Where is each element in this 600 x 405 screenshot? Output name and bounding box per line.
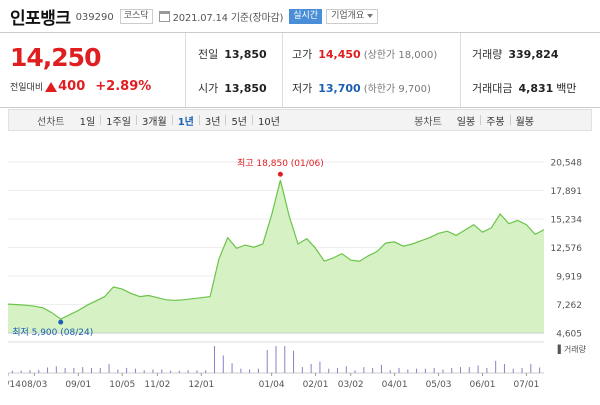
x-tick-label: 09/01 <box>65 380 91 390</box>
candle-chart-label: 봉차트 <box>414 116 442 128</box>
candle-weekly[interactable]: 주봉 <box>486 116 505 128</box>
stat-label: 전일 <box>198 48 219 61</box>
x-tick-label: 07/14 <box>8 380 21 390</box>
stat-unit: 백만 <box>556 82 577 95</box>
x-tick-label: 08/03 <box>21 380 47 390</box>
candle-group: 봉차트 일봉 주봉 월봉 <box>414 113 539 128</box>
company-info-dropdown[interactable]: 기업개요 <box>326 8 379 24</box>
stat-volume: 거래량 339,824 <box>472 46 558 62</box>
max-marker <box>277 171 283 177</box>
up-arrow-icon <box>45 81 58 92</box>
price-area <box>8 180 544 333</box>
stat-value: 13,850 <box>224 48 267 61</box>
realtime-button[interactable]: 실시간 <box>289 8 323 24</box>
x-tick-label: 01/04 <box>259 380 285 390</box>
stat-prev-close: 전일 13,850 <box>198 46 267 62</box>
divider <box>135 115 137 125</box>
divider <box>509 115 511 125</box>
calendar-icon <box>158 10 170 22</box>
stat-amount: 거래대금 4,831 백만 <box>472 80 577 96</box>
price-summary: 14,250 전일대비 400 +2.89% 전일 13,850 고가 14,4… <box>0 32 600 108</box>
current-price: 14,250 <box>10 43 101 72</box>
x-tick-label: 11/02 <box>144 380 170 390</box>
market-badge: 코스닥 <box>119 8 153 24</box>
stock-name: 인포뱅크 <box>10 8 71 29</box>
min-marker <box>58 319 64 325</box>
min-label: 최저 5,900 (08/24) <box>12 327 93 338</box>
price-chart[interactable]: 20,548 17,891 15,234 12,576 9,919 7,262 4,605 최… <box>0 148 592 401</box>
company-info-label: 기업개요 <box>331 10 365 21</box>
y-tick-label: 9,919 <box>556 273 582 283</box>
stat-label: 거래대금 <box>472 82 513 95</box>
price-change: 전일대비 400 +2.89% <box>10 79 151 94</box>
max-label: 최고 18,850 (01/06) <box>237 158 324 169</box>
chart-toolbar: 선차트 1일 1주일 3개월 1년 3년 5년 10년 봉차트 일봉 주봉 월봉 <box>8 109 592 131</box>
stat-open: 시가 13,850 <box>198 80 267 96</box>
stock-code: 039290 <box>75 12 114 23</box>
price-date: 2021.07.14 기준(장마감) <box>172 12 284 24</box>
divider <box>198 115 200 125</box>
line-chart-label: 선차트 <box>37 116 65 128</box>
current-price-box: 14,250 전일대비 400 +2.89% <box>0 33 186 107</box>
y-tick-label: 15,234 <box>551 216 583 226</box>
period-3m[interactable]: 3개월 <box>141 116 167 128</box>
chevron-down-icon <box>367 14 374 18</box>
divider <box>460 33 461 107</box>
x-tick-label: 10/05 <box>109 380 135 390</box>
price-line <box>7 180 545 320</box>
x-tick-label: 05/03 <box>426 380 452 390</box>
x-tick-label: 02/01 <box>303 380 329 390</box>
stat-sub: (상한가 18,000) <box>363 50 438 61</box>
x-tick-label: 06/01 <box>470 380 496 390</box>
period-1y[interactable]: 1년 <box>177 116 194 128</box>
y-tick-label: 12,576 <box>551 244 583 254</box>
change-label: 전일대비 <box>10 83 44 93</box>
stat-value: 4,831 <box>518 82 554 95</box>
period-1d[interactable]: 1일 <box>79 116 96 128</box>
x-tick-label: 04/01 <box>382 380 408 390</box>
x-tick-label: 03/02 <box>338 380 364 390</box>
stat-label: 저가 <box>292 82 313 95</box>
stat-value: 13,700 <box>318 82 361 95</box>
stat-value: 339,824 <box>508 48 559 61</box>
stat-high: 고가 14,450 (상한가 18,000) <box>292 46 437 62</box>
change-percent: +2.89% <box>95 79 152 94</box>
change-amount: 400 <box>58 79 86 94</box>
stat-sub: (하한가 9,700) <box>363 84 431 95</box>
candle-monthly[interactable]: 월봉 <box>515 116 534 128</box>
divider <box>252 115 253 125</box>
divider <box>225 115 227 125</box>
stat-label: 시가 <box>198 82 219 95</box>
candle-daily[interactable]: 일봉 <box>456 116 476 128</box>
period-1w[interactable]: 1주일 <box>106 116 131 128</box>
stat-label: 고가 <box>292 48 313 61</box>
volume-legend: ▌거래량 <box>557 344 587 354</box>
divider <box>282 33 283 107</box>
stat-label: 거래량 <box>472 48 503 61</box>
y-tick-label: 4,605 <box>556 330 582 340</box>
divider <box>480 115 482 125</box>
stat-low: 저가 13,700 (하한가 9,700) <box>292 80 431 96</box>
period-5y[interactable]: 5년 <box>231 116 247 128</box>
divider <box>171 115 173 125</box>
x-tick-label: 07/01 <box>513 380 539 390</box>
stat-value: 14,450 <box>318 48 361 61</box>
divider <box>100 115 102 125</box>
period-10y[interactable]: 10년 <box>258 116 280 128</box>
stat-value: 13,850 <box>224 82 267 95</box>
period-3y[interactable]: 3년 <box>204 116 221 128</box>
x-tick-label: 12/01 <box>188 380 214 390</box>
y-tick-label: 17,891 <box>551 187 583 197</box>
stock-header: 인포뱅크 039290 코스닥 2021.07.14 기준(장마감) 실시간 기… <box>0 0 600 32</box>
y-tick-label: 7,262 <box>556 301 582 311</box>
y-tick-label: 20,548 <box>551 159 583 169</box>
price-chart-svg: 20,548 17,891 15,234 12,576 9,919 7,262 4,605 최… <box>0 148 587 390</box>
